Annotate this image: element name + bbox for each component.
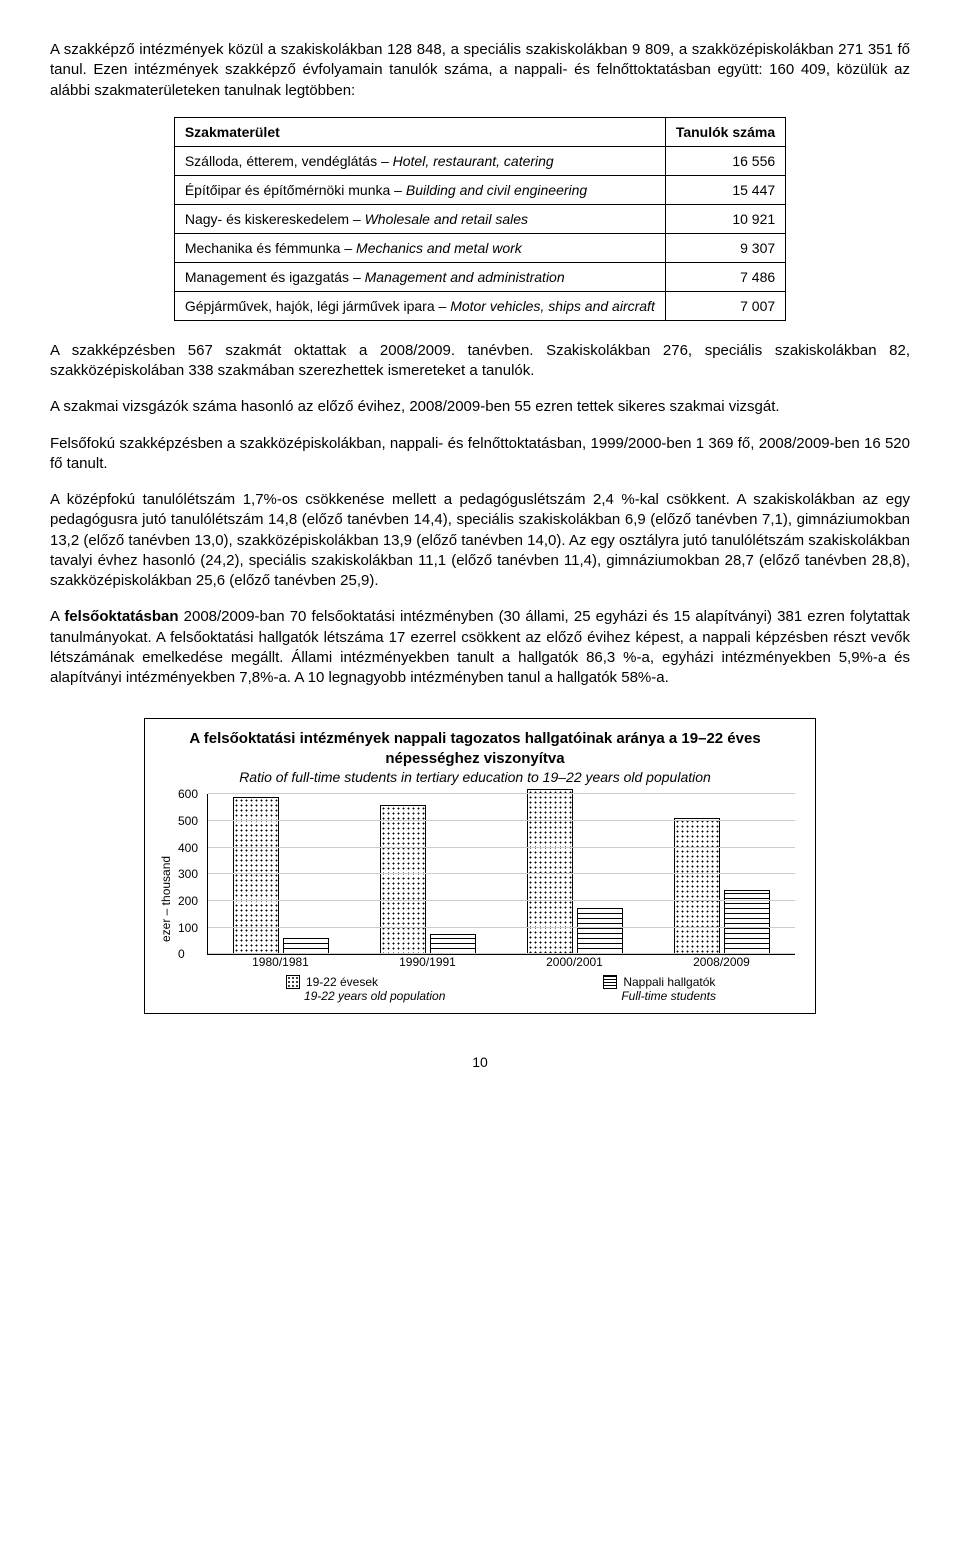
fields-table: Szakmaterület Tanulók száma Szálloda, ét…	[174, 117, 786, 321]
bar	[430, 934, 476, 954]
chart-container: A felsőoktatási intézmények nappali tago…	[144, 718, 816, 1014]
legend-swatch-lined	[603, 975, 617, 989]
bar	[380, 805, 426, 954]
table-row: Szálloda, étterem, vendéglátás – Hotel, …	[174, 146, 785, 175]
legend-swatch-dotted	[286, 975, 300, 989]
table-row: Építőipar és építőmérnöki munka – Buildi…	[174, 175, 785, 204]
chart-ylabel: ezer – thousand	[155, 794, 177, 1003]
table-row: Mechanika és fémmunka – Mechanics and me…	[174, 233, 785, 262]
chart-legend: 19-22 évesek 19-22 years old population …	[207, 975, 795, 1003]
table-row: Gépjárművek, hajók, légi járművek ipara …	[174, 291, 785, 320]
paragraph-4: Felsőfokú szakképzésben a szakközépiskol…	[50, 434, 910, 475]
chart-title: A felsőoktatási intézmények nappali tago…	[155, 729, 795, 768]
table-header-count: Tanulók száma	[665, 117, 785, 146]
bar	[577, 908, 623, 955]
paragraph-3: A szakmai vizsgázók száma hasonló az elő…	[50, 397, 910, 417]
chart-plot: 0100200300400500600	[207, 794, 795, 955]
bar-group	[355, 805, 502, 954]
bar-group	[502, 789, 649, 954]
table-header-field: Szakmaterület	[174, 117, 665, 146]
paragraph-5: A középfokú tanulólétszám 1,7%-os csökke…	[50, 490, 910, 591]
paragraph-2: A szakképzésben 567 szakmát oktattak a 2…	[50, 341, 910, 382]
bar-group	[648, 818, 795, 954]
page-number: 10	[50, 1054, 910, 1070]
paragraph-6: A felsőoktatásban 2008/2009-ban 70 felső…	[50, 607, 910, 688]
bar	[674, 818, 720, 954]
bar	[527, 789, 573, 954]
table-row: Nagy- és kiskereskedelem – Wholesale and…	[174, 204, 785, 233]
chart-xlabels: 1980/19811990/19912000/20012008/2009	[207, 955, 795, 969]
bar	[283, 938, 329, 954]
table-row: Management és igazgatás – Management and…	[174, 262, 785, 291]
paragraph-1: A szakképző intézmények közül a szakisko…	[50, 40, 910, 101]
chart-subtitle: Ratio of full-time students in tertiary …	[155, 768, 795, 786]
